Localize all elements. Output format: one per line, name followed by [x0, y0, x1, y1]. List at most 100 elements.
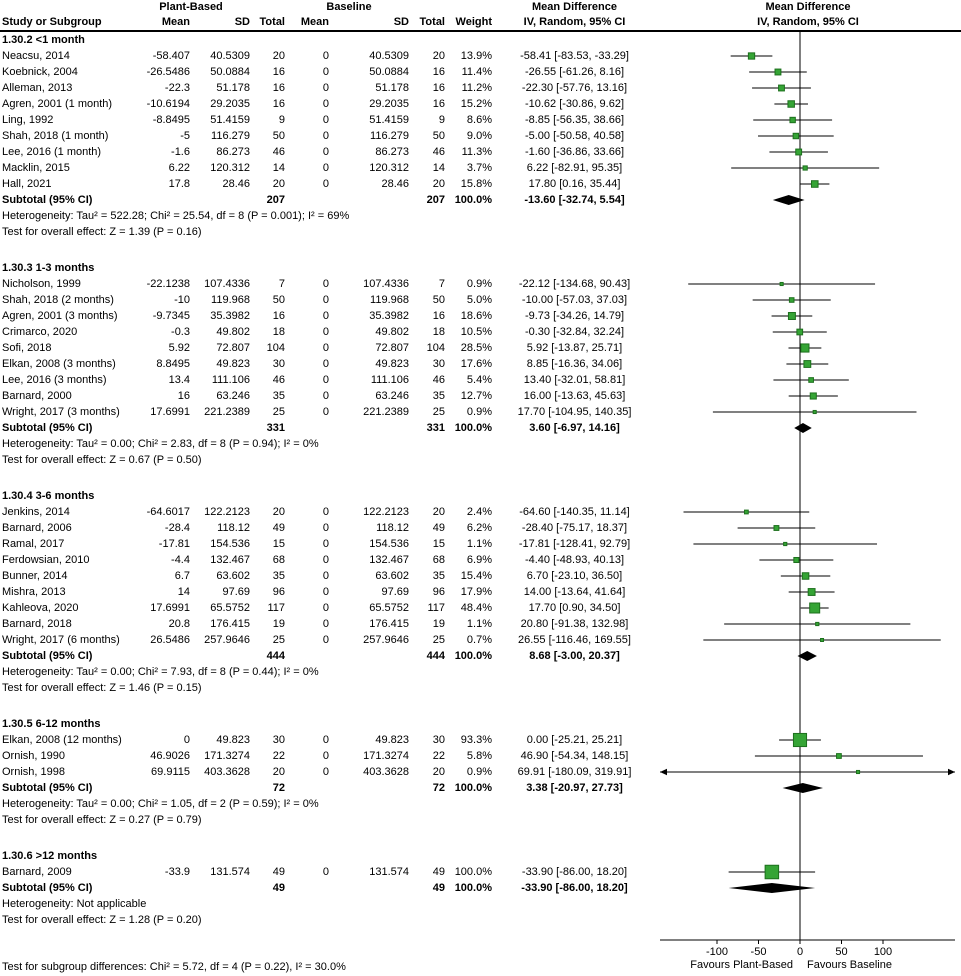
- baseline-sd: 51.178: [375, 82, 409, 94]
- baseline-mean: 0: [322, 358, 329, 370]
- weight-cell: 11.3%: [461, 146, 492, 158]
- baseline-mean: 0: [322, 50, 329, 62]
- plant-mean: -22.3: [164, 82, 190, 94]
- md-ci-text: -64.60 [-140.35, 11.14]: [519, 506, 630, 518]
- subgroup-section: 1.30.5 6-12 months Elkan, 2008 (12 months…: [0, 716, 961, 828]
- plant-sd: 35.3982: [210, 310, 250, 322]
- weight-cell: 0.9%: [466, 766, 492, 778]
- baseline-total: 16: [432, 82, 445, 94]
- study-label: Lee, 2016 (1 month): [2, 146, 102, 158]
- baseline-total: 25: [432, 634, 445, 646]
- baseline-mean: 0: [322, 374, 329, 386]
- plant-sd: 50.0884: [210, 66, 250, 78]
- subgroup-heading: 1.30.4 3-6 months: [2, 490, 95, 502]
- study-label: Lee, 2016 (3 months): [2, 374, 107, 386]
- plant-mean: [130, 648, 192, 664]
- md-ci-text: 17.70 [0.90, 34.50]: [528, 602, 621, 614]
- plant-sd: [192, 780, 252, 796]
- plant-sd: 65.5752: [210, 602, 250, 614]
- baseline-total: 444: [426, 650, 445, 662]
- subgroup-section: 1.30.3 1-3 months Nicholson, 1999 -22.1238…: [0, 260, 961, 468]
- study-label: Nicholson, 1999: [2, 278, 81, 290]
- group-header-baseline: Baseline: [326, 1, 372, 13]
- baseline-sd: 403.3628: [363, 766, 409, 778]
- md-ci-text: -22.30 [-57.76, 13.16]: [521, 82, 628, 94]
- md-ci-text: -0.30 [-32.84, 32.24]: [524, 326, 625, 338]
- study-label: Agren, 2001 (1 month): [2, 98, 113, 110]
- plant-mean: -10.6194: [146, 98, 190, 110]
- plant-sd: 118.12: [217, 522, 250, 534]
- weight-cell: 11.2%: [461, 82, 492, 94]
- plant-total: 18: [272, 326, 285, 338]
- study-row: Macklin, 2015 6.22 120.312 14 0 120.312 14 3.7%…: [0, 160, 655, 176]
- heterogeneity-text: Heterogeneity: Tau² = 0.00; Chi² = 1.05,…: [2, 798, 319, 810]
- study-row: Barnard, 2006 -28.4 118.12 49 0 118.12 49 6.2% -…: [0, 520, 655, 536]
- study-row: Jenkins, 2014 -64.6017 122.2123 20 0 122.2123…: [0, 504, 655, 520]
- plant-sd: 119.968: [211, 294, 250, 306]
- plant-sd: 63.602: [216, 570, 250, 582]
- baseline-mean: 0: [322, 554, 329, 566]
- baseline-sd: 107.4336: [363, 278, 409, 290]
- study-label: Subtotal (95% CI): [2, 650, 93, 662]
- weight-cell: 10.5%: [460, 326, 492, 338]
- plant-sd: 107.4336: [204, 278, 250, 290]
- overall-effect-text: Test for overall effect: Z = 1.28 (P = 0…: [2, 914, 202, 926]
- baseline-mean: 0: [322, 342, 329, 354]
- plant-total: 68: [272, 554, 285, 566]
- baseline-sd: 122.2123: [363, 506, 409, 518]
- plant-total: 9: [278, 114, 285, 126]
- baseline-total: 15: [432, 538, 445, 550]
- md-ci-text: 17.70 [-104.95, 140.35]: [517, 406, 632, 418]
- table-header: Plant-Based Baseline Mean Difference Stu…: [0, 0, 961, 32]
- study-col-header: Study or Subgroup: [2, 16, 102, 28]
- study-label: Barnard, 2006: [2, 522, 72, 534]
- weight-cell: 15.2%: [460, 98, 492, 110]
- study-row: Barnard, 2000 16 63.246 35 0 63.246 35 12.7% 16.…: [0, 388, 655, 404]
- baseline-sd: 49.823: [375, 734, 409, 746]
- plot-subtitle: IV, Random, 95% CI: [757, 16, 859, 28]
- spacer: [447, 0, 494, 15]
- col-header-baseline-mean: Mean: [300, 16, 329, 28]
- study-label: Wright, 2017 (6 months): [2, 634, 120, 646]
- baseline-sd: 221.2389: [363, 406, 409, 418]
- baseline-sd: [331, 880, 411, 896]
- plant-mean: 17.6991: [150, 602, 190, 614]
- baseline-total: 9: [438, 114, 445, 126]
- plant-sd: [192, 880, 252, 896]
- heterogeneity-text: Heterogeneity: Tau² = 522.28; Chi² = 25.…: [2, 210, 350, 222]
- baseline-mean: 0: [322, 66, 329, 78]
- plant-total: 25: [272, 406, 285, 418]
- baseline-total: 49: [432, 882, 445, 894]
- plant-sd: 120.312: [210, 162, 250, 174]
- plant-total: 19: [272, 618, 285, 630]
- study-row: Kahleova, 2020 17.6991 65.5752 117 0 65.5752 1…: [0, 600, 655, 616]
- baseline-sd: 35.3982: [369, 310, 409, 322]
- plant-sd: 132.467: [210, 554, 250, 566]
- table-body: 1.30.2 <1 month Neacsu, 2014 -58.407 40.530…: [0, 32, 961, 928]
- md-ci-text: 8.85 [-16.36, 34.06]: [526, 358, 623, 370]
- axis-tick-label: 100: [874, 946, 892, 958]
- plant-total: 16: [272, 66, 285, 78]
- study-row: Agren, 2001 (1 month) -10.6194 29.2035 16 0 2…: [0, 96, 655, 112]
- study-row: Ornish, 1998 69.9115 403.3628 20 0 403.3628 20…: [0, 764, 655, 780]
- study-row: Elkan, 2008 (12 months) 0 49.823 30 0 49.823 3…: [0, 732, 655, 748]
- baseline-total: 207: [426, 194, 445, 206]
- plant-mean: -5: [180, 130, 190, 142]
- baseline-sd: 97.69: [381, 586, 409, 598]
- plant-sd: 72.807: [216, 342, 250, 354]
- weight-cell: 18.6%: [460, 310, 492, 322]
- subgroup-difference-test: Test for subgroup differences: Chi² = 5.…: [2, 961, 346, 973]
- plant-mean: -28.4: [164, 522, 190, 534]
- plant-total: 96: [272, 586, 285, 598]
- study-label: Ornish, 1990: [2, 750, 65, 762]
- study-row: Sofi, 2018 5.92 72.807 104 0 72.807 104 28.5% 5.…: [0, 340, 655, 356]
- baseline-total: 20: [432, 50, 445, 62]
- plant-total: 20: [272, 178, 285, 190]
- plant-sd: 29.2035: [210, 98, 250, 110]
- study-label: Crimarco, 2020: [2, 326, 78, 338]
- baseline-total: 49: [432, 866, 445, 878]
- plant-total: 14: [272, 162, 285, 174]
- baseline-mean: 0: [322, 866, 329, 878]
- plant-total: 35: [272, 570, 285, 582]
